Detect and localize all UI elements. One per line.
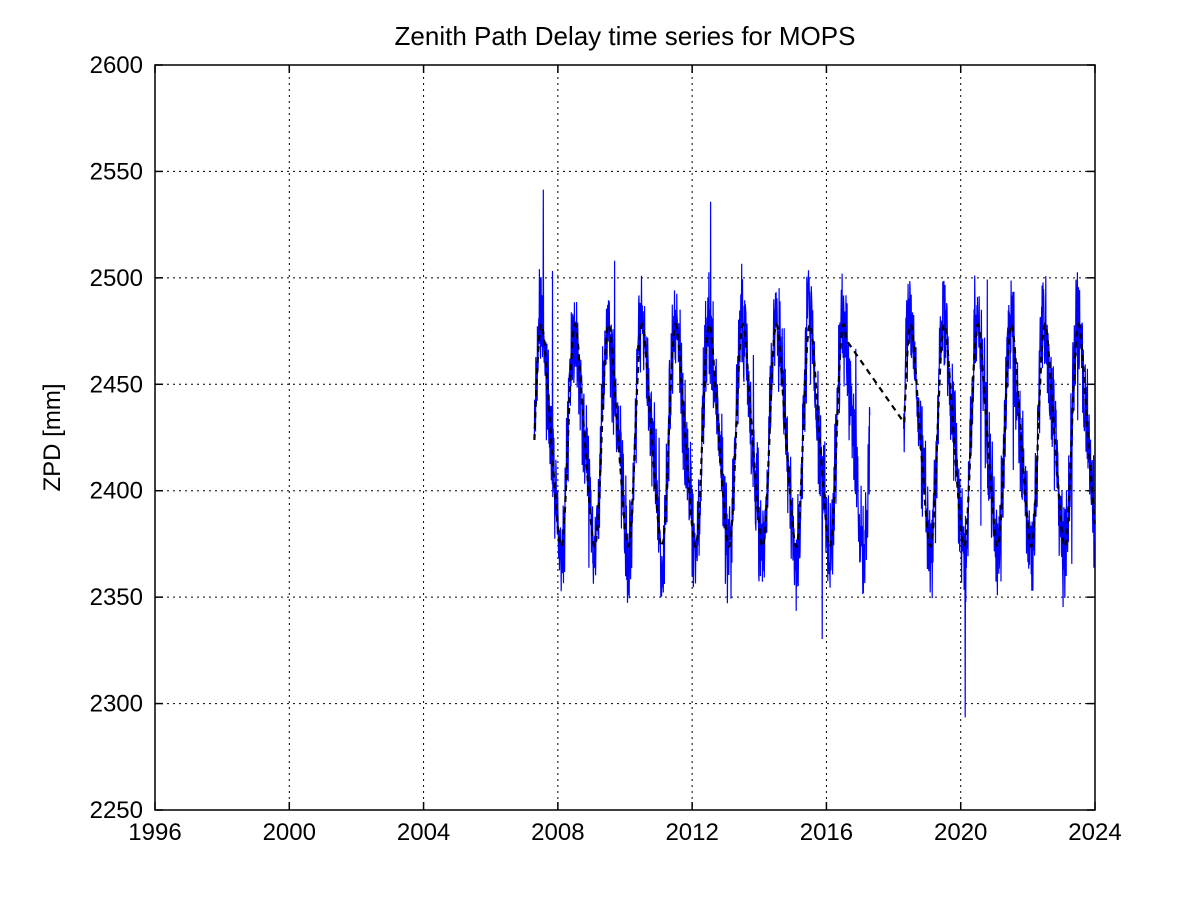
y-tick-label: 2250 [90, 797, 143, 824]
x-tick-label: 2016 [800, 819, 853, 846]
y-axis-label: ZPD [mm] [39, 384, 66, 492]
y-tick-label: 2500 [90, 265, 143, 292]
y-tick-label: 2600 [90, 52, 143, 79]
chart-title: Zenith Path Delay time series for MOPS [395, 21, 856, 51]
x-tick-label: 2008 [531, 819, 584, 846]
series-zpd-data [904, 272, 1095, 717]
data-series [534, 190, 1095, 718]
x-tick-label: 2000 [263, 819, 316, 846]
x-tick-label: 2004 [397, 819, 450, 846]
chart-container: Zenith Path Delay time series for MOPS Z… [0, 0, 1201, 901]
y-tick-label: 2450 [90, 371, 143, 398]
y-tick-label: 2550 [90, 158, 143, 185]
y-tick-label: 2400 [90, 478, 143, 505]
x-tick-labels: 19962000200420082012201620202024 [128, 819, 1121, 846]
zpd-timeseries-chart: Zenith Path Delay time series for MOPS Z… [0, 0, 1201, 901]
y-tick-labels: 2250 2300 2350 2400 2450 2500 2550 2600 [90, 52, 143, 824]
y-tick-label: 2300 [90, 691, 143, 718]
y-tick-label: 2350 [90, 584, 143, 611]
series-zpd-data [534, 190, 869, 639]
x-tick-label: 2020 [934, 819, 987, 846]
x-tick-label: 2012 [665, 819, 718, 846]
x-tick-label: 2024 [1068, 819, 1121, 846]
